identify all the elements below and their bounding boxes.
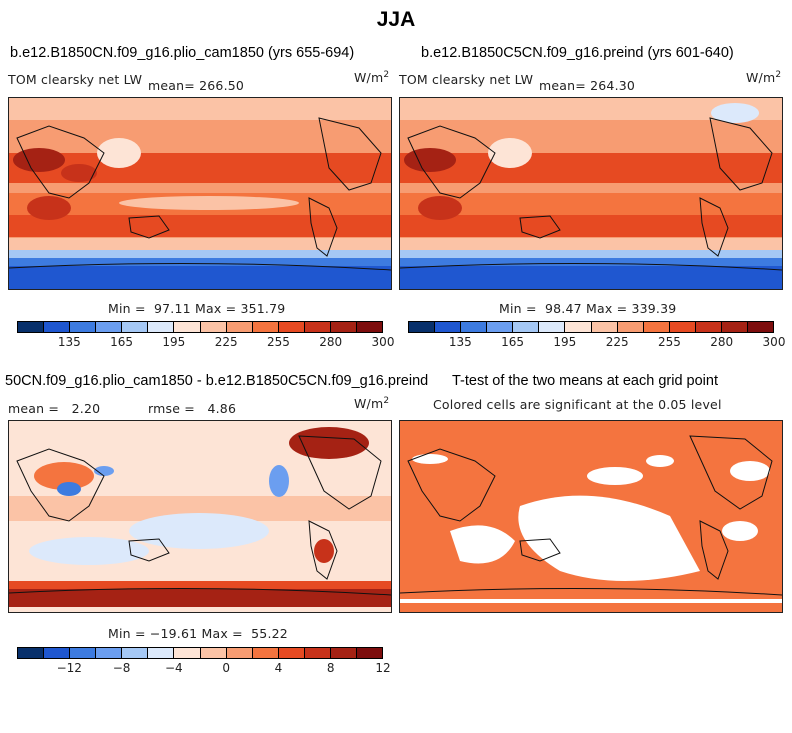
panel4-subtitle: Colored cells are significant at the 0.0… <box>433 397 722 412</box>
colorbar-swatch <box>122 322 149 332</box>
colorbar-swatch <box>70 648 97 658</box>
colorbar-tick-label: 195 <box>553 335 577 349</box>
panel1-variable: TOM clearsky net LW <box>8 72 143 87</box>
panel3-units: W/m2 <box>354 396 390 412</box>
panel2-minmax: Min = 98.47 Max = 339.39 <box>499 301 677 316</box>
panel3-map <box>8 420 392 613</box>
colorbar-swatch <box>18 648 45 658</box>
panel1-map <box>8 97 392 290</box>
panel3-field <box>9 421 391 612</box>
colorbar-tick-label: 135 <box>57 335 81 349</box>
colorbar-swatch <box>122 648 149 658</box>
colorbar-swatch <box>695 322 722 332</box>
panel1-units: W/m2 <box>354 70 390 86</box>
colorbar-tick-label: 165 <box>110 335 134 349</box>
panel4-field <box>400 421 782 612</box>
panel2-field <box>400 98 782 289</box>
colorbar-swatch <box>643 322 670 332</box>
panel4-title: T-test of the two means at each grid poi… <box>452 373 718 389</box>
colorbar-tick-label: −8 <box>112 661 131 675</box>
colorbar-swatch <box>304 322 331 332</box>
panel2-colorbar <box>408 321 774 333</box>
colorbar-swatch <box>357 322 383 332</box>
panel3-minmax: Min = −19.61 Max = 55.22 <box>108 626 288 641</box>
colorbar-swatch <box>748 322 774 332</box>
panel3-rmse: rmse = 4.86 <box>148 401 237 416</box>
panel3-mean: mean = 2.20 <box>8 401 101 416</box>
panel1-colorbar <box>17 321 383 333</box>
colorbar-swatch <box>278 322 305 332</box>
colorbar-swatch <box>721 322 749 332</box>
colorbar-swatch <box>148 322 175 332</box>
colorbar-swatch <box>96 322 123 332</box>
colorbar-swatch <box>330 648 358 658</box>
colorbar-swatch <box>18 322 45 332</box>
colorbar-swatch <box>461 322 488 332</box>
colorbar-tick-label: 280 <box>710 335 734 349</box>
colorbar-tick-label: 225 <box>605 335 629 349</box>
colorbar-tick-label: 255 <box>657 335 681 349</box>
colorbar-tick-label: 165 <box>501 335 525 349</box>
panel1-title: b.e12.B1850CN.f09_g16.plio_cam1850 (yrs … <box>10 45 355 61</box>
colorbar-swatch <box>44 648 71 658</box>
colorbar-swatch <box>617 322 644 332</box>
panel2-mean: mean= 264.30 <box>539 78 636 93</box>
panel2-variable: TOM clearsky net LW <box>399 72 534 87</box>
colorbar-swatch <box>513 322 540 332</box>
colorbar-swatch <box>357 648 383 658</box>
panel2-title: b.e12.B1850C5CN.f09_g16.preind (yrs 601-… <box>421 45 734 61</box>
colorbar-tick-label: 135 <box>448 335 472 349</box>
colorbar-tick-label: 225 <box>214 335 238 349</box>
panel2-units: W/m2 <box>746 70 782 86</box>
colorbar-swatch <box>669 322 696 332</box>
colorbar-swatch <box>591 322 618 332</box>
colorbar-swatch <box>174 322 201 332</box>
colorbar-tick-label: 300 <box>371 335 395 349</box>
panel2-map <box>399 97 783 290</box>
colorbar-swatch <box>226 322 253 332</box>
colorbar-swatch <box>565 322 592 332</box>
panel1-minmax: Min = 97.11 Max = 351.79 <box>108 301 286 316</box>
colorbar-swatch <box>487 322 514 332</box>
panel1-field <box>9 98 391 289</box>
panel4-map <box>399 420 783 613</box>
panel3-title: 50CN.f09_g16.plio_cam1850 - b.e12.B1850C… <box>5 373 429 389</box>
colorbar-tick-label: 8 <box>326 661 335 675</box>
colorbar-tick-label: 4 <box>274 661 283 675</box>
colorbar-swatch <box>174 648 201 658</box>
colorbar-swatch <box>226 648 253 658</box>
colorbar-swatch <box>70 322 97 332</box>
colorbar-tick-label: 12 <box>375 661 391 675</box>
colorbar-swatch <box>330 322 358 332</box>
colorbar-swatch <box>200 648 227 658</box>
colorbar-swatch <box>148 648 175 658</box>
colorbar-swatch <box>304 648 331 658</box>
colorbar-tick-label: 195 <box>162 335 186 349</box>
colorbar-swatch <box>278 648 305 658</box>
colorbar-tick-label: −4 <box>164 661 183 675</box>
colorbar-swatch <box>252 322 279 332</box>
colorbar-tick-label: 0 <box>222 661 230 675</box>
colorbar-swatch <box>539 322 566 332</box>
panel1-mean: mean= 266.50 <box>148 78 245 93</box>
colorbar-swatch <box>96 648 123 658</box>
colorbar-tick-label: 280 <box>319 335 343 349</box>
colorbar-swatch <box>409 322 436 332</box>
colorbar-swatch <box>44 322 71 332</box>
colorbar-tick-label: −12 <box>56 661 82 675</box>
colorbar-swatch <box>252 648 279 658</box>
panel3-colorbar <box>17 647 383 659</box>
colorbar-swatch <box>435 322 462 332</box>
colorbar-tick-label: 255 <box>266 335 290 349</box>
figure-title: JJA <box>376 8 416 31</box>
colorbar-tick-label: 300 <box>762 335 786 349</box>
colorbar-swatch <box>200 322 227 332</box>
